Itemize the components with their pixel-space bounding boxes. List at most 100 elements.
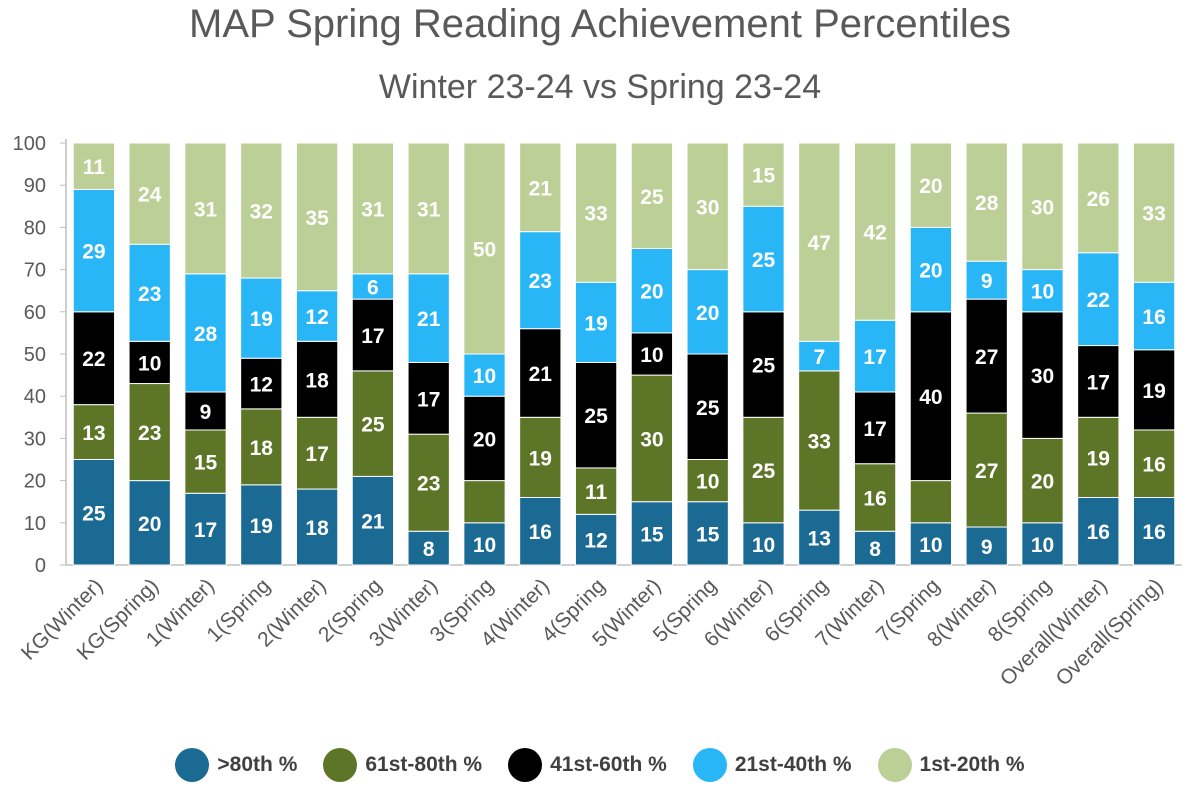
legend-item-21-40[interactable]: 21st-40th % [692, 748, 852, 782]
bar-segment [965, 298, 1008, 414]
legend-label: >80th % [217, 753, 298, 776]
data-label: 35 [305, 207, 329, 230]
data-label: 10 [752, 534, 775, 557]
data-label: 17 [1087, 371, 1110, 394]
bar-segment [853, 391, 897, 465]
legend: >80th % 61st-80th % 41st-60th % 21st-40t… [0, 748, 1200, 782]
bar-segment [574, 513, 618, 566]
data-label: 19 [250, 308, 273, 331]
data-label: 25 [752, 249, 776, 272]
bar-segment [240, 484, 283, 566]
bar-segment [240, 142, 283, 279]
data-label: 17 [194, 519, 217, 542]
bar-segment [240, 408, 283, 486]
data-label: 10 [1031, 534, 1054, 557]
bar-segment [1077, 142, 1120, 254]
bar-segment [184, 391, 227, 431]
bar-segment [407, 433, 450, 532]
data-label: 50 [473, 239, 496, 262]
y-tick-label: 60 [24, 302, 46, 324]
data-label: 16 [1142, 521, 1165, 544]
y-tick-label: 100 [13, 133, 46, 155]
data-label: 18 [305, 517, 329, 540]
bar-segment [184, 492, 227, 566]
bar-segment [965, 142, 1008, 262]
bar-segment [1077, 252, 1120, 347]
legend-label: 21st-40th % [734, 753, 852, 776]
y-tick-label: 80 [24, 217, 46, 239]
data-label: 10 [696, 471, 719, 494]
bar-segment [909, 311, 953, 482]
bar-segment [965, 412, 1008, 528]
legend-label: 1st-20th % [919, 753, 1025, 776]
data-label: 15 [752, 165, 776, 188]
data-label: 20 [138, 513, 161, 536]
bar-segment [630, 142, 674, 249]
data-label: 32 [250, 201, 273, 224]
bar-segment [519, 416, 562, 498]
bar-segment [519, 231, 562, 330]
bar-segment [1021, 311, 1064, 439]
data-label: 10 [1031, 281, 1054, 304]
data-label: 17 [305, 443, 328, 466]
bar-segment [407, 273, 450, 363]
bar-segment [798, 340, 841, 372]
data-label: 17 [863, 346, 886, 369]
data-label: 31 [194, 198, 218, 221]
bar-segment [1077, 416, 1120, 498]
bar-segment [295, 488, 339, 566]
data-label: 20 [640, 281, 663, 304]
bar-segment [686, 142, 729, 271]
legend-item-61-80[interactable]: 61st-80th % [323, 748, 482, 782]
bar-segment [909, 226, 953, 313]
bar-segment [1132, 142, 1176, 283]
data-label: 17 [863, 418, 886, 441]
y-tick-label: 0 [35, 555, 46, 577]
bar-segment [574, 142, 618, 283]
legend-swatch [692, 748, 727, 782]
data-label: 31 [417, 198, 441, 221]
bar-segment [742, 522, 785, 566]
bar-segment [742, 311, 785, 418]
data-label: 13 [82, 422, 105, 445]
data-label: 25 [361, 414, 385, 437]
bar-segment [128, 243, 171, 342]
data-label: 28 [194, 323, 218, 346]
data-label: 12 [305, 306, 328, 329]
bar-segment [1132, 349, 1176, 431]
data-label: 17 [417, 388, 440, 411]
data-label: 19 [529, 447, 552, 470]
bar-segment [798, 142, 841, 342]
chart-subtitle: Winter 23-24 vs Spring 23-24 [378, 68, 822, 106]
bar-segment [463, 395, 506, 482]
legend-swatch [323, 748, 358, 782]
chart-title: MAP Spring Reading Achievement Percentil… [189, 2, 1011, 46]
y-tick-label: 90 [24, 175, 46, 197]
data-label: 21 [529, 363, 553, 386]
bar-segment [1132, 281, 1176, 351]
bar-segment [128, 142, 171, 245]
data-label: 20 [1031, 471, 1054, 494]
legend-item-1-20[interactable]: 1st-20th % [877, 748, 1025, 782]
data-label: 30 [1031, 196, 1054, 219]
data-label: 30 [640, 428, 663, 451]
bar-segment [630, 374, 674, 503]
data-label: 20 [473, 428, 496, 451]
data-label: 18 [305, 369, 329, 392]
data-label: 27 [975, 346, 998, 369]
data-label: 21 [417, 308, 441, 331]
data-label: 22 [1087, 289, 1110, 312]
data-label: 9 [200, 401, 212, 424]
data-label: 20 [919, 175, 942, 198]
legend-swatch [877, 748, 912, 782]
bar-segment [72, 404, 116, 461]
bar-segment [184, 429, 227, 494]
bar-segment [909, 142, 953, 228]
bar-segment [351, 298, 395, 372]
legend-item-41-60[interactable]: 41st-60th % [508, 748, 667, 782]
data-label: 12 [584, 530, 607, 553]
data-label: 25 [752, 355, 776, 378]
data-label: 9 [981, 536, 993, 559]
legend-item-gt80[interactable]: >80th % [175, 748, 297, 782]
bar-segment [295, 290, 339, 342]
